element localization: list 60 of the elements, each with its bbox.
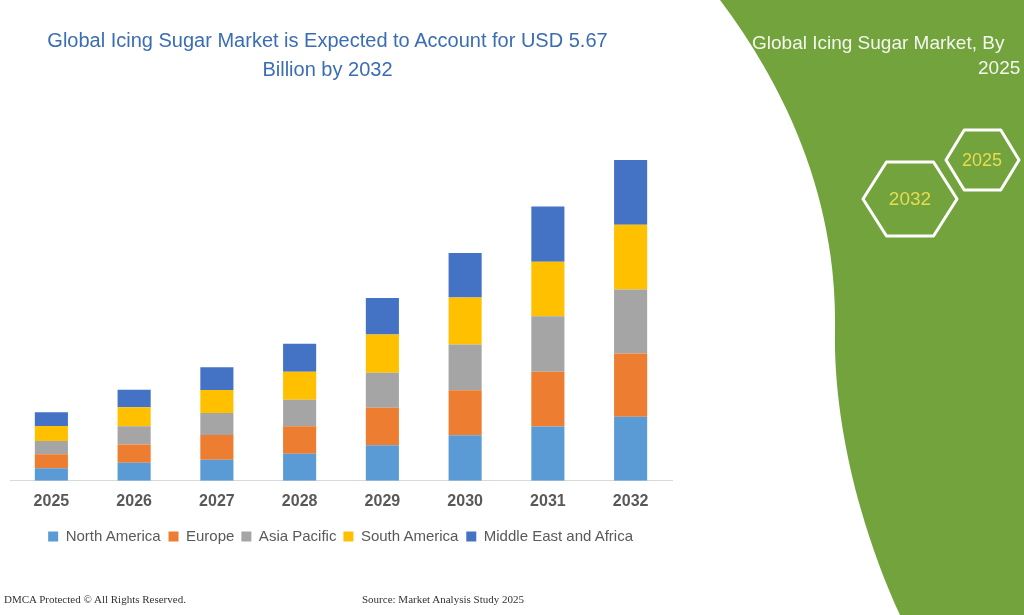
bar: [365, 334, 399, 373]
bar: [283, 453, 317, 481]
bar: [117, 407, 151, 427]
x-tick-label: 2028: [281, 491, 318, 509]
bar: [34, 468, 68, 481]
source-note: Source: Market Analysis Study 2025: [362, 592, 524, 607]
bar: [614, 289, 648, 354]
bar: [117, 426, 151, 445]
bar: [365, 372, 399, 408]
bar: [448, 344, 482, 391]
bar: [200, 390, 234, 414]
bar: [448, 435, 482, 481]
bar: [531, 261, 565, 317]
bar: [117, 389, 151, 408]
legend-label: Europe: [186, 526, 235, 544]
text: Global Icing Sugar Market, By: [752, 31, 1005, 55]
bar: [34, 454, 68, 469]
bar: [531, 371, 565, 427]
bar: [614, 353, 648, 417]
x-tick-label: 2026: [116, 491, 153, 509]
bar: [614, 224, 648, 290]
bar: [200, 413, 234, 435]
legend-label: North America: [65, 526, 162, 544]
bar: [448, 297, 482, 345]
bar: [531, 316, 565, 372]
x-tick-label: 2025: [33, 491, 70, 509]
bar: [531, 426, 565, 481]
bar: [117, 462, 151, 481]
x-tick-label: 2029: [364, 491, 401, 509]
text: 2025: [960, 149, 1003, 172]
x-tick-label: 2027: [199, 491, 235, 509]
x-tick-label: 2030: [447, 491, 484, 509]
bar: [34, 425, 68, 442]
bar: [448, 253, 482, 298]
x-tick-label: 2031: [530, 491, 566, 509]
bar: [117, 444, 151, 463]
bar: [614, 416, 648, 481]
legend-label: Asia Pacific: [258, 526, 337, 544]
bar: [448, 390, 482, 436]
bar: [200, 367, 234, 391]
bar: [531, 206, 565, 262]
bar: [283, 343, 317, 372]
text: 2025: [978, 56, 1021, 80]
x-tick-label: 2032: [612, 491, 649, 509]
legend-label: Middle East and Africa: [483, 526, 634, 544]
bar: [34, 412, 68, 426]
chart-title: Global Icing Sugar Market is Expected to Account for USD 5.67 Billion by 2032: [46, 28, 609, 82]
bar: [614, 160, 648, 225]
bar: [283, 399, 317, 427]
bar: [365, 445, 399, 481]
bar: [200, 459, 234, 481]
text: 2032: [887, 187, 933, 211]
bar: [200, 434, 234, 460]
bar: [283, 371, 317, 400]
text: DMCA Protected © All Rights Reserved.: [4, 592, 186, 607]
legend-label: South America: [360, 526, 460, 544]
bar: [365, 407, 399, 446]
bar: [283, 426, 317, 454]
bar: [34, 441, 68, 455]
bar: [365, 297, 399, 335]
